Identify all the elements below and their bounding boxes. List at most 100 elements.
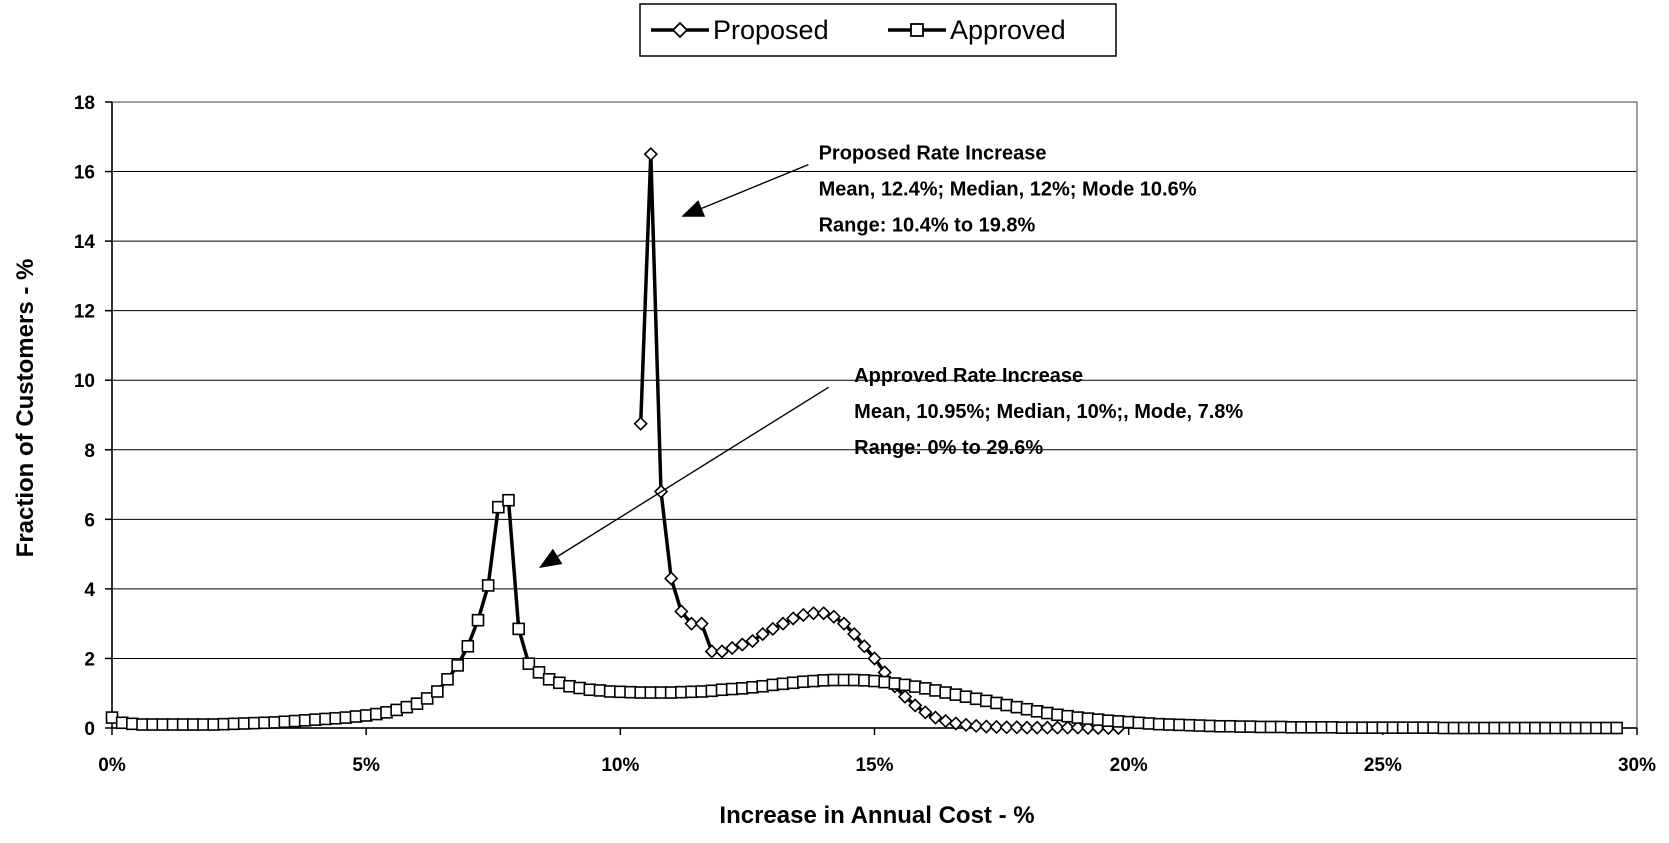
- y-tick-label: 12: [74, 302, 95, 323]
- point-approved: [644, 686, 658, 699]
- point-approved: [1244, 720, 1257, 733]
- y-tick-label: 2: [84, 649, 95, 670]
- x-axis-title: Increase in Annual Cost - %: [719, 802, 1034, 829]
- point-approved: [1234, 720, 1247, 733]
- point-approved: [268, 716, 281, 729]
- point-approved: [339, 711, 353, 724]
- annotation-text-line: Approved Rate Increase: [854, 365, 1083, 387]
- point-approved: [126, 717, 139, 731]
- point-approved: [634, 686, 647, 699]
- point-approved: [776, 677, 790, 691]
- point-approved: [553, 676, 566, 690]
- point-proposed: [684, 616, 699, 631]
- point-approved: [969, 692, 983, 706]
- point-approved: [654, 686, 668, 699]
- point-approved: [1549, 721, 1562, 735]
- point-approved: [1152, 717, 1166, 731]
- point-approved: [1274, 720, 1288, 734]
- legend-approved-label: Approved: [950, 15, 1066, 45]
- point-approved: [1163, 718, 1176, 731]
- point-approved: [1488, 721, 1501, 735]
- point-approved: [288, 714, 302, 728]
- point-approved: [1468, 721, 1481, 735]
- point-proposed: [1030, 720, 1045, 735]
- point-approved: [675, 685, 688, 699]
- x-tick-label: 20%: [1110, 755, 1148, 776]
- point-approved: [431, 685, 444, 698]
- point-approved: [370, 707, 383, 721]
- point-approved: [888, 677, 902, 690]
- point-approved: [1203, 719, 1217, 733]
- point-approved: [278, 715, 292, 729]
- point-approved: [166, 718, 180, 731]
- point-approved: [1346, 721, 1359, 734]
- point-approved: [593, 684, 607, 697]
- point-approved: [573, 681, 586, 695]
- y-tick-label: 10: [74, 371, 95, 392]
- point-proposed: [1050, 720, 1065, 735]
- annotation-arrow-head: [681, 200, 706, 217]
- annotation-text-line: Range: 10.4% to 19.8%: [819, 214, 1036, 236]
- point-approved: [847, 673, 861, 687]
- point-approved: [664, 686, 678, 699]
- point-proposed: [1070, 720, 1085, 735]
- point-approved: [1122, 715, 1135, 729]
- point-approved: [1285, 721, 1298, 734]
- axes: 0 2 4 6 8 10 12 14 16 18 0% 5% 10% 15% 20% 25% 30%: [74, 93, 1656, 776]
- point-proposed: [948, 716, 963, 731]
- point-approved: [1407, 721, 1420, 734]
- point-proposed: [857, 639, 872, 654]
- point-approved: [207, 718, 220, 731]
- point-approved: [939, 686, 952, 699]
- annotation-arrow-head: [539, 548, 563, 569]
- point-approved: [349, 710, 363, 723]
- point-approved: [217, 717, 231, 731]
- point-approved: [1539, 721, 1552, 735]
- x-tick-label: 25%: [1364, 755, 1402, 776]
- point-proposed: [786, 611, 801, 626]
- y-tick-label: 4: [84, 580, 95, 601]
- point-proposed: [735, 637, 750, 652]
- point-proposed: [826, 609, 841, 624]
- point-approved: [1396, 721, 1410, 734]
- x-tick-label: 30%: [1618, 755, 1656, 776]
- point-approved: [1427, 721, 1440, 734]
- point-approved: [1051, 708, 1064, 722]
- point-approved: [1213, 719, 1227, 733]
- point-approved: [1010, 700, 1024, 714]
- point-approved: [1254, 720, 1268, 734]
- point-approved: [949, 688, 963, 701]
- point-approved: [746, 681, 759, 694]
- point-approved: [176, 718, 190, 731]
- point-approved: [868, 674, 881, 688]
- point-approved: [359, 709, 373, 722]
- y-tick-label: 16: [74, 163, 95, 184]
- point-approved: [532, 666, 546, 679]
- point-approved: [410, 697, 424, 710]
- point-approved: [766, 678, 780, 692]
- point-proposed: [674, 604, 689, 619]
- point-approved: [1030, 705, 1044, 718]
- point-approved: [959, 690, 973, 704]
- point-approved: [248, 716, 261, 730]
- point-approved: [736, 682, 749, 695]
- point-proposed: [958, 717, 974, 733]
- point-proposed: [1060, 720, 1075, 735]
- point-proposed: [1080, 720, 1096, 736]
- point-approved: [878, 675, 891, 689]
- series-group: [105, 147, 1623, 736]
- point-approved: [1356, 721, 1369, 734]
- x-tick-label: 10%: [601, 755, 639, 776]
- point-approved: [115, 716, 129, 730]
- point-approved: [817, 674, 830, 687]
- point-approved: [187, 718, 200, 731]
- x-tick-label: 0%: [98, 755, 126, 776]
- point-approved: [441, 673, 454, 686]
- point-approved: [1559, 721, 1573, 735]
- point-approved: [1610, 721, 1623, 735]
- point-proposed: [755, 626, 770, 642]
- point-proposed: [989, 719, 1004, 735]
- point-approved: [1183, 718, 1196, 732]
- point-approved: [420, 692, 434, 705]
- point-approved: [227, 717, 241, 731]
